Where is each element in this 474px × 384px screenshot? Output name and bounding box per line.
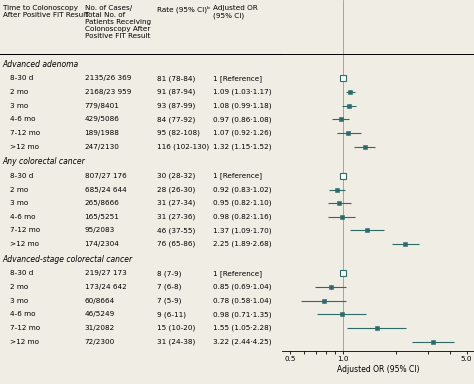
- Text: 81 (78-84): 81 (78-84): [156, 75, 195, 81]
- Text: >12 mo: >12 mo: [10, 339, 39, 345]
- Text: 4-6 mo: 4-6 mo: [10, 311, 36, 318]
- Text: 9 (6-11): 9 (6-11): [156, 311, 185, 318]
- Text: No. of Cases/
Total No. of
Patients Receiving
Colonoscopy After
Positive FIT Res: No. of Cases/ Total No. of Patients Rece…: [84, 5, 151, 39]
- Text: 46/5249: 46/5249: [84, 311, 115, 318]
- Text: 28 (26-30): 28 (26-30): [156, 186, 195, 193]
- Text: 2135/26 369: 2135/26 369: [84, 75, 131, 81]
- Text: 265/8666: 265/8666: [84, 200, 119, 206]
- Text: 1 [Reference]: 1 [Reference]: [213, 75, 262, 82]
- Text: 95/2083: 95/2083: [84, 227, 115, 233]
- Text: Any colorectal cancer: Any colorectal cancer: [3, 157, 86, 166]
- Text: Adjusted OR
(95% CI): Adjusted OR (95% CI): [213, 5, 258, 19]
- Text: 0.85 (0.69·1.04): 0.85 (0.69·1.04): [213, 284, 272, 290]
- Text: 76 (65-86): 76 (65-86): [156, 241, 195, 247]
- Text: 0.98 (0.71·1.35): 0.98 (0.71·1.35): [213, 311, 272, 318]
- Text: 1.32 (1.15·1.52): 1.32 (1.15·1.52): [213, 143, 272, 150]
- Text: 0.97 (0.86·1.08): 0.97 (0.86·1.08): [213, 116, 272, 122]
- Text: 2 mo: 2 mo: [10, 187, 28, 192]
- Text: 1.09 (1.03·1.17): 1.09 (1.03·1.17): [213, 89, 272, 95]
- Text: 0.98 (0.82·1.16): 0.98 (0.82·1.16): [213, 214, 272, 220]
- Text: 189/1988: 189/1988: [84, 130, 119, 136]
- Text: 7-12 mo: 7-12 mo: [10, 130, 40, 136]
- Text: 3 mo: 3 mo: [10, 200, 28, 206]
- Text: 7-12 mo: 7-12 mo: [10, 227, 40, 233]
- Text: 779/8401: 779/8401: [84, 103, 119, 109]
- Text: 165/5251: 165/5251: [84, 214, 119, 220]
- Text: 7-12 mo: 7-12 mo: [10, 325, 40, 331]
- Text: 429/5086: 429/5086: [84, 116, 119, 122]
- Text: 95 (82-108): 95 (82-108): [156, 130, 200, 136]
- Text: 173/24 642: 173/24 642: [84, 284, 127, 290]
- Text: 2168/23 959: 2168/23 959: [84, 89, 131, 95]
- Text: 1.55 (1.05·2.28): 1.55 (1.05·2.28): [213, 325, 272, 331]
- Text: 93 (87-99): 93 (87-99): [156, 103, 195, 109]
- Text: 4-6 mo: 4-6 mo: [10, 214, 36, 220]
- X-axis label: Adjusted OR (95% CI): Adjusted OR (95% CI): [337, 365, 419, 374]
- Text: 1 [Reference]: 1 [Reference]: [213, 172, 262, 179]
- Text: 91 (87-94): 91 (87-94): [156, 89, 195, 95]
- Text: 685/24 644: 685/24 644: [84, 187, 127, 192]
- Text: 1.37 (1.09·1.70): 1.37 (1.09·1.70): [213, 227, 272, 234]
- Text: 8-30 d: 8-30 d: [10, 75, 33, 81]
- Text: 7 (6-8): 7 (6-8): [156, 284, 181, 290]
- Text: 31/2082: 31/2082: [84, 325, 115, 331]
- Text: >12 mo: >12 mo: [10, 144, 39, 150]
- Text: 3 mo: 3 mo: [10, 298, 28, 304]
- Text: 0.92 (0.83·1.02): 0.92 (0.83·1.02): [213, 186, 272, 193]
- Text: 0.78 (0.58·1.04): 0.78 (0.58·1.04): [213, 298, 272, 304]
- Text: 60/8664: 60/8664: [84, 298, 115, 304]
- Text: Rate (95% CI)ᵇ: Rate (95% CI)ᵇ: [156, 5, 210, 13]
- Text: 247/2130: 247/2130: [84, 144, 119, 150]
- Text: 31 (27-34): 31 (27-34): [156, 200, 195, 207]
- Text: 7 (5-9): 7 (5-9): [156, 298, 181, 304]
- Text: 72/2300: 72/2300: [84, 339, 115, 345]
- Text: 1.08 (0.99·1.18): 1.08 (0.99·1.18): [213, 103, 272, 109]
- Text: 8-30 d: 8-30 d: [10, 270, 33, 276]
- Text: 8 (7-9): 8 (7-9): [156, 270, 181, 277]
- Text: 807/27 176: 807/27 176: [84, 173, 127, 179]
- Text: 0.95 (0.82·1.10): 0.95 (0.82·1.10): [213, 200, 272, 207]
- Text: Advanced adenoma: Advanced adenoma: [3, 60, 79, 68]
- Text: >12 mo: >12 mo: [10, 241, 39, 247]
- Text: 116 (102-130): 116 (102-130): [156, 143, 209, 150]
- Text: 3 mo: 3 mo: [10, 103, 28, 109]
- Text: 31 (24-38): 31 (24-38): [156, 338, 195, 345]
- Text: Advanced-stage colorectal cancer: Advanced-stage colorectal cancer: [3, 255, 133, 264]
- Text: 2 mo: 2 mo: [10, 284, 28, 290]
- Text: 8-30 d: 8-30 d: [10, 173, 33, 179]
- Text: 1 [Reference]: 1 [Reference]: [213, 270, 262, 277]
- Text: 1.07 (0.92·1.26): 1.07 (0.92·1.26): [213, 130, 272, 136]
- Text: 174/2304: 174/2304: [84, 241, 119, 247]
- Text: 84 (77-92): 84 (77-92): [156, 116, 195, 122]
- Text: 2.25 (1.89·2.68): 2.25 (1.89·2.68): [213, 241, 272, 247]
- Text: 15 (10-20): 15 (10-20): [156, 325, 195, 331]
- Text: 4-6 mo: 4-6 mo: [10, 116, 36, 122]
- Text: 3.22 (2.44·4.25): 3.22 (2.44·4.25): [213, 338, 272, 345]
- Text: 46 (37-55): 46 (37-55): [156, 227, 195, 234]
- Text: 30 (28-32): 30 (28-32): [156, 173, 195, 179]
- Text: Time to Colonoscopy
After Positive FIT Result: Time to Colonoscopy After Positive FIT R…: [3, 5, 88, 18]
- Text: 2 mo: 2 mo: [10, 89, 28, 95]
- Text: 31 (27-36): 31 (27-36): [156, 214, 195, 220]
- Text: 219/27 173: 219/27 173: [84, 270, 127, 276]
